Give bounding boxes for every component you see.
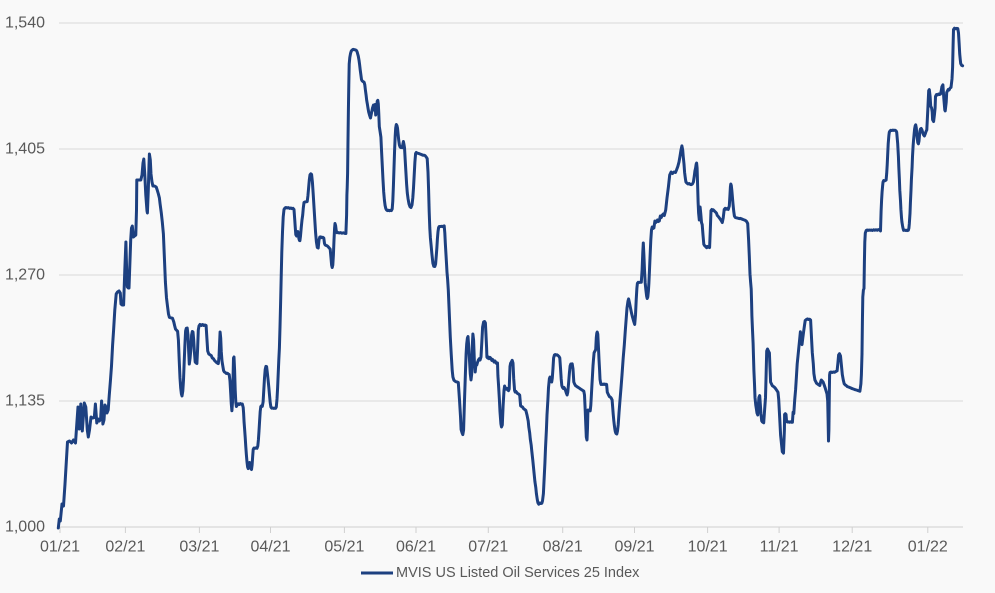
svg-text:02/21: 02/21 [105,539,145,556]
svg-text:1,000: 1,000 [5,519,45,536]
svg-text:07/21: 07/21 [468,539,508,556]
svg-text:11/21: 11/21 [760,539,799,556]
svg-text:04/21: 04/21 [250,539,290,556]
svg-text:1,405: 1,405 [5,141,45,158]
svg-text:10/21: 10/21 [688,539,728,556]
svg-text:1,135: 1,135 [5,393,45,410]
svg-text:05/21: 05/21 [324,539,364,556]
svg-text:1,270: 1,270 [5,267,45,284]
svg-text:03/21: 03/21 [179,539,219,556]
svg-text:01/22: 01/22 [908,539,948,556]
svg-text:1,540: 1,540 [5,15,45,32]
svg-text:09/21: 09/21 [614,539,654,556]
svg-text:06/21: 06/21 [396,539,436,556]
svg-text:MVIS US Listed Oil Services 25: MVIS US Listed Oil Services 25 Index [396,565,640,581]
svg-text:01/21: 01/21 [40,539,80,556]
svg-text:12/21: 12/21 [832,539,872,556]
svg-text:08/21: 08/21 [543,539,583,556]
